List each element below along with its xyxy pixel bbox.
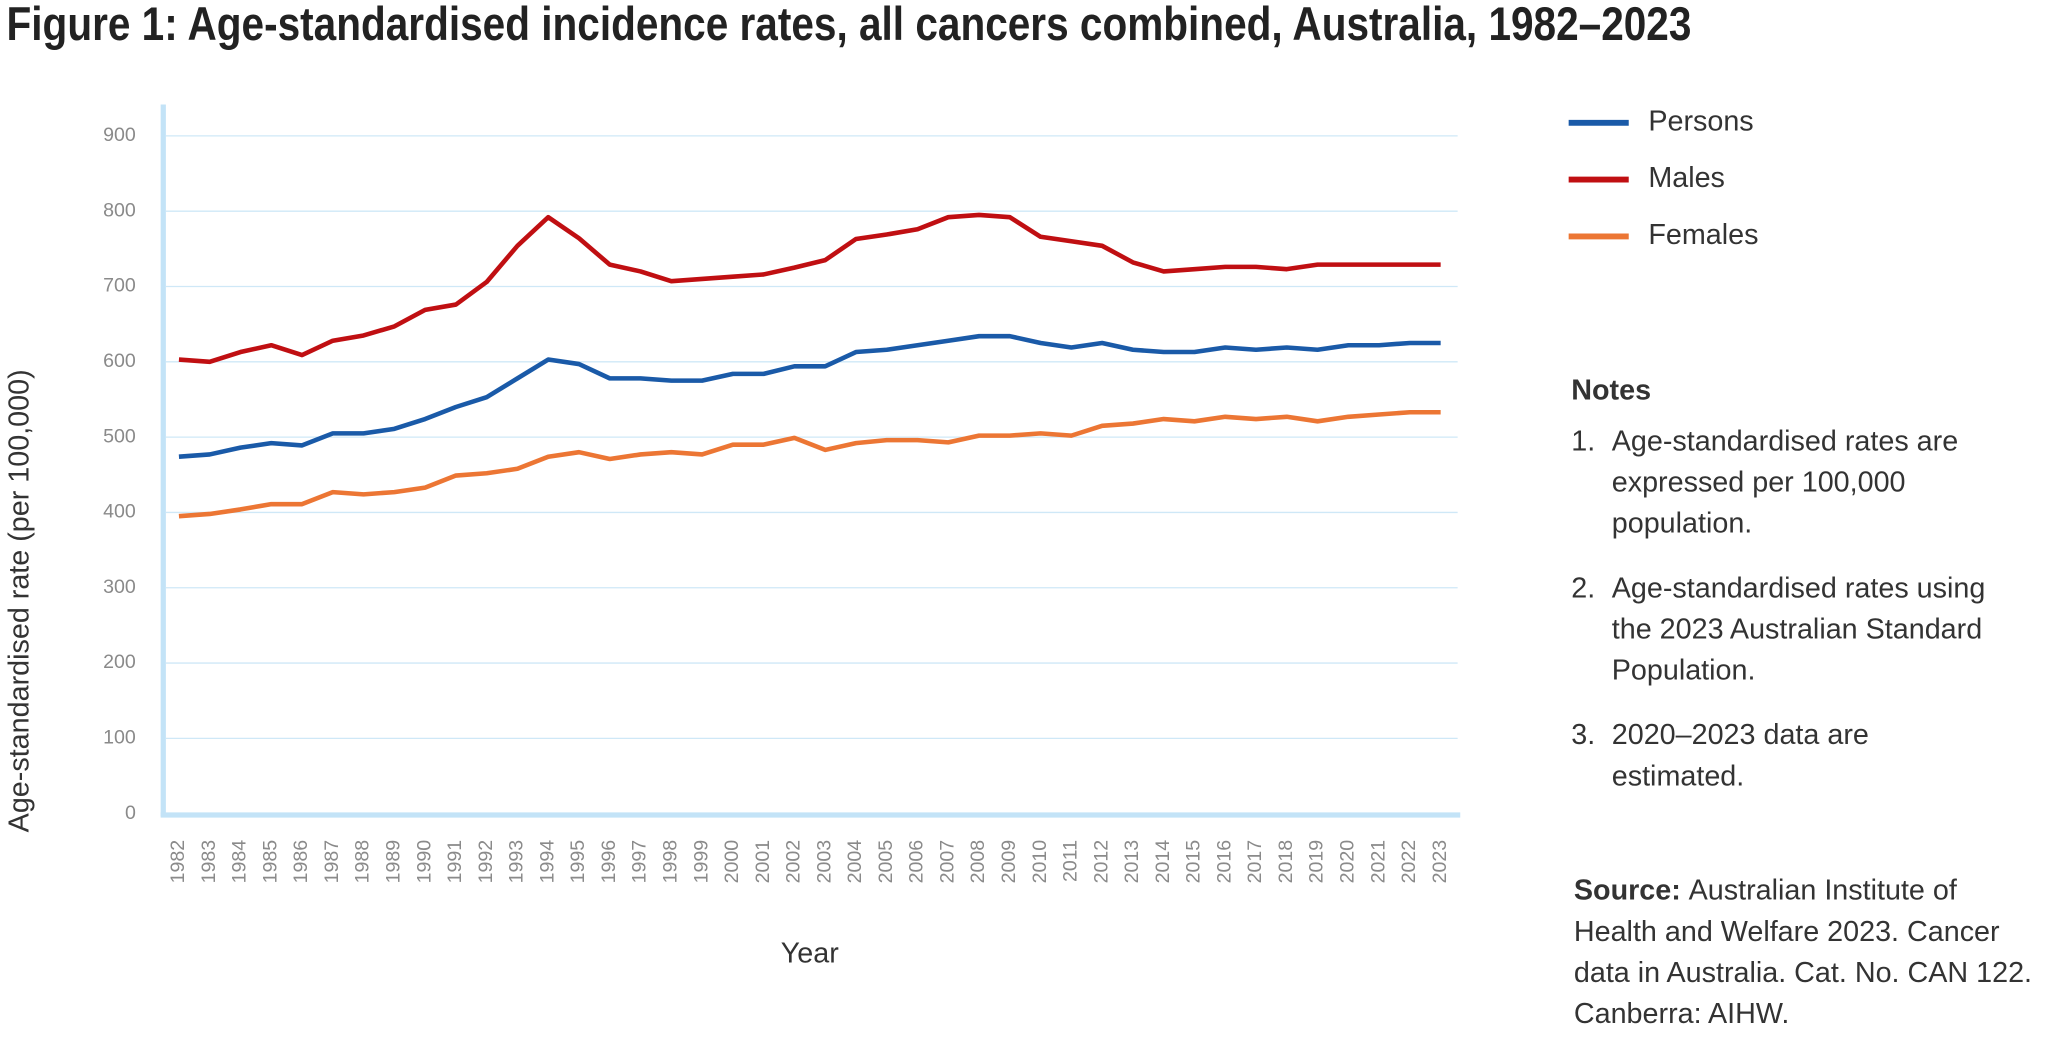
x-tick-label: 2019 [1306,840,1328,884]
x-tick-label: 2013 [1121,840,1143,884]
y-tick-label: 800 [103,199,136,221]
x-tick-label: 2015 [1183,840,1205,884]
x-tick-label: 1991 [444,840,466,884]
series-line [178,212,1441,365]
y-tick-label: 300 [103,576,136,598]
note-text: Age-standardised rates are [1612,425,1958,457]
x-tick-label: 2021 [1367,840,1389,884]
y-tick-label: 600 [103,350,136,372]
chart-title: Figure 1: Age-standardised incidence rat… [7,0,1692,50]
x-tick-label: 1988 [352,840,374,884]
note-text: population. [1612,508,1753,540]
x-tick-label: 1989 [383,840,405,884]
note-text: the 2023 Australian Standard [1612,613,1982,645]
x-tick-label: 1987 [321,840,343,884]
note-text: Population. [1612,655,1756,687]
note-number: 2. [1571,572,1595,604]
x-tick-label: 2020 [1337,840,1359,884]
x-tick-label: 1997 [629,840,651,884]
x-tick-label: 2007 [936,840,958,884]
note-text: 2020–2023 data are [1612,719,1869,751]
x-tick-label: 2006 [906,840,928,884]
legend-label: Persons [1648,105,1753,137]
x-tick-label: 2014 [1152,840,1174,884]
x-tick-label: 2003 [813,840,835,884]
series-line [178,409,1441,519]
source-text: Australian Institute of [1689,875,1958,907]
y-tick-label: 900 [103,124,136,146]
y-tick-label: 100 [103,727,136,749]
note-text: expressed per 100,000 [1612,467,1906,499]
x-tick-label: 2002 [783,840,805,884]
x-tick-label: 2022 [1398,840,1420,884]
note-number: 1. [1571,425,1595,457]
legend-label: Males [1648,162,1725,194]
legend-label: Females [1648,219,1758,251]
x-tick-label: 1985 [259,840,281,884]
note-text: estimated. [1612,760,1745,792]
x-tick-label: 1990 [413,840,435,884]
source-text: Canberra: AIHW. [1574,998,1789,1030]
x-tick-label: 2012 [1090,840,1112,884]
source-text: data in Australia. Cat. No. CAN 122. [1574,957,2032,989]
notes-title: Notes [1571,374,1651,406]
y-tick-label: 200 [103,651,136,673]
note-number: 3. [1571,719,1595,751]
y-tick-label: 400 [103,501,136,523]
x-tick-label: 2009 [998,840,1020,884]
x-tick-label: 2018 [1275,840,1297,884]
x-tick-label: 2004 [844,840,866,884]
x-tick-label: 2005 [875,840,897,884]
x-tick-label: 2001 [752,840,774,884]
x-tick-label: 2000 [721,840,743,884]
source-label: Source: [1574,875,1681,907]
x-tick-label: 1982 [167,840,189,884]
x-tick-label: 1994 [536,840,558,884]
x-tick-label: 2017 [1244,840,1266,884]
x-tick-label: 1998 [659,840,681,884]
x-tick-label: 2011 [1060,840,1082,882]
x-axis-label: Year [781,937,839,969]
y-tick-label: 700 [103,275,136,297]
x-tick-label: 2008 [967,840,989,884]
series-line [178,333,1441,459]
x-tick-label: 2023 [1429,840,1451,884]
x-tick-label: 1993 [506,840,528,884]
y-tick-label: 500 [103,425,136,447]
x-tick-label: 1995 [567,840,589,884]
x-tick-label: 1983 [198,840,220,884]
x-tick-label: 1986 [290,840,312,884]
x-tick-label: 1996 [598,840,620,884]
x-tick-label: 1984 [229,840,251,884]
note-text: Age-standardised rates using [1612,572,1986,604]
x-tick-label: 1999 [690,840,712,884]
x-tick-label: 1992 [475,840,497,884]
source-text: Health and Welfare 2023. Cancer [1574,916,2000,948]
x-tick-label: 2016 [1213,840,1235,884]
x-tick-label: 2010 [1029,840,1051,884]
y-axis-label: Age-standardised rate (per 100,000) [3,369,35,832]
y-tick-label: 0 [125,802,136,824]
